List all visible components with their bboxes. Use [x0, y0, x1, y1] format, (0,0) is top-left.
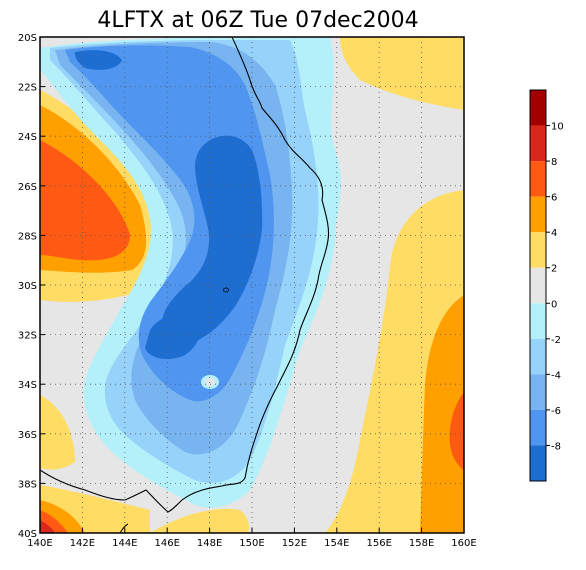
- lon-tick-label: 160E: [451, 538, 476, 549]
- contour-east-6: [449, 392, 464, 470]
- colorbar-label: -2: [551, 335, 561, 346]
- colorbar-swatch: [530, 267, 546, 304]
- coastline-small-island: [119, 523, 129, 533]
- contour-northwest-minus8: [74, 50, 122, 70]
- lon-tick-label: 140E: [27, 538, 52, 549]
- colorbar-label: -4: [551, 370, 561, 381]
- lon-tick-label: 158E: [409, 538, 434, 549]
- lon-tick-label: 146E: [154, 538, 179, 549]
- coastline: [40, 37, 330, 513]
- lon-tick-label: 154E: [324, 538, 349, 549]
- colorbar-swatch: [530, 161, 546, 197]
- colorbar-label: 2: [551, 264, 557, 275]
- colorbar-swatch: [530, 445, 546, 481]
- contour-southwest-2: [40, 395, 75, 470]
- lat-tick-label: 30S: [18, 281, 37, 292]
- colorbar-swatch: [530, 374, 546, 410]
- lat-tick-label: 38S: [18, 479, 37, 490]
- lat-tick-label: 36S: [18, 430, 37, 441]
- colorbar-frame: [529, 89, 547, 482]
- lon-tick-label: 156E: [366, 538, 391, 549]
- lat-tick-label: 32S: [18, 331, 37, 342]
- lat-tick-label: 40S: [18, 529, 37, 540]
- colorbar-label: 8: [551, 157, 557, 168]
- lat-tick-label: 20S: [18, 33, 37, 44]
- map-title: 4LFTX at 06Z Tue 07dec2004: [97, 8, 418, 33]
- map-plot-area: [40, 37, 464, 533]
- lon-tick-label: 152E: [282, 538, 307, 549]
- colorbar-swatch: [530, 125, 546, 162]
- contour-northeast-2: [340, 37, 464, 110]
- colorbar-label: -8: [551, 441, 561, 452]
- lat-tick-label: 22S: [18, 83, 37, 94]
- colorbar-swatch: [530, 196, 546, 233]
- contour-central-minus8: [161, 135, 263, 346]
- lon-tick-label: 150E: [239, 538, 264, 549]
- map-grid: [40, 37, 464, 533]
- contour-sw-corner-8: [40, 520, 55, 533]
- colorbar-label: 6: [551, 193, 557, 204]
- lon-tick-label: 142E: [70, 538, 95, 549]
- colorbar-label: 0: [551, 299, 557, 310]
- longitude-axis: 140E 142E 144E 146E 148E 150E 152E 154E 156E 158E…: [27, 528, 477, 549]
- lon-tick-label: 144E: [112, 538, 137, 549]
- colorbar-label: 10: [551, 122, 564, 133]
- contour-east-4: [420, 295, 464, 533]
- lat-tick-label: 24S: [18, 132, 37, 143]
- lon-tick-label: 148E: [197, 538, 222, 549]
- colorbar-swatch: [530, 303, 546, 339]
- contour-west-6: [40, 140, 130, 261]
- colorbar-swatch: [530, 409, 546, 446]
- colorbar-label: -6: [551, 406, 561, 417]
- contour-south-2: [150, 508, 250, 533]
- small-lake: [223, 287, 229, 293]
- lat-tick-label: 26S: [18, 182, 37, 193]
- lat-tick-label: 28S: [18, 231, 37, 242]
- lat-tick-label: 34S: [18, 380, 37, 391]
- colorbar-swatch: [530, 232, 546, 268]
- latitude-axis: 20S 22S 24S 26S 28S 30S 32S 34S 36S 38S 40S: [18, 33, 45, 540]
- colorbar-swatch: [530, 338, 546, 375]
- colorbar-label: 4: [551, 228, 557, 239]
- contour-central-minus8-south: [145, 314, 201, 360]
- colorbar-swatch: [530, 90, 546, 126]
- colorbar: 10 8 6 4 2 0 -2 -4 -6 -8: [529, 89, 564, 482]
